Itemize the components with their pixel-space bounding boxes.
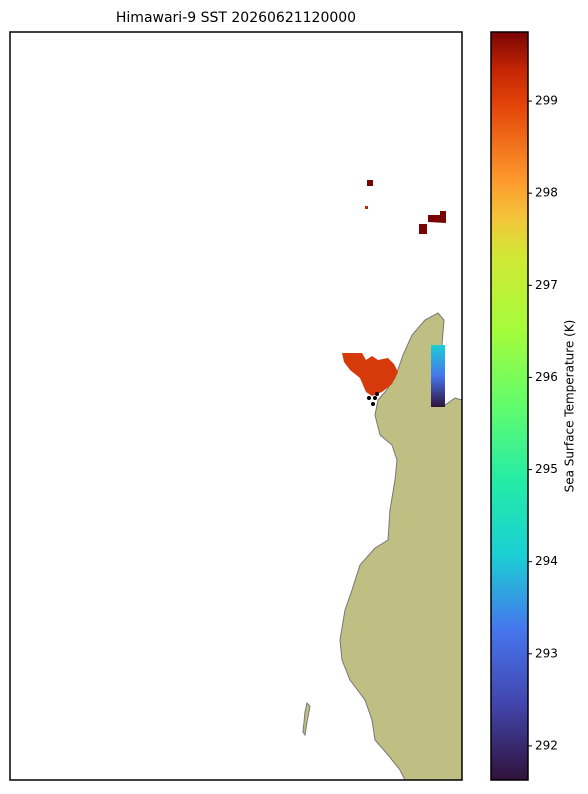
map-title: Himawari-9 SST 20260621120000 [116, 10, 356, 26]
marker [371, 402, 375, 406]
marker [367, 396, 371, 400]
sst-patch [428, 211, 446, 223]
sst-patch [367, 180, 373, 186]
colorbar-label: Sea Surface Temperature (K) [563, 320, 577, 493]
sst-patch [419, 224, 427, 234]
colorbar-tick-label: 299 [535, 94, 558, 108]
map [9, 31, 463, 781]
colorbar: Sea Surface Temperature (K) 292 293 294 295… [490, 31, 577, 781]
land [339, 312, 463, 781]
colorbar-tick-label: 292 [535, 738, 558, 752]
colorbar-tick-label: 295 [535, 462, 558, 476]
sst-patch [431, 345, 445, 407]
colorbar-gradient [490, 31, 529, 781]
marker [373, 396, 377, 400]
marker [375, 392, 379, 396]
markers [367, 392, 379, 406]
colorbar-tick-label: 294 [535, 554, 558, 568]
sst-patch [365, 206, 368, 209]
colorbar-tick-label: 296 [535, 370, 558, 384]
sst-patch [342, 353, 398, 396]
island [302, 702, 311, 737]
colorbar-tick-label: 297 [535, 278, 558, 292]
colorbar-tick-label: 298 [535, 186, 558, 200]
map-frame [9, 31, 463, 781]
colorbar-tick-label: 293 [535, 646, 558, 660]
